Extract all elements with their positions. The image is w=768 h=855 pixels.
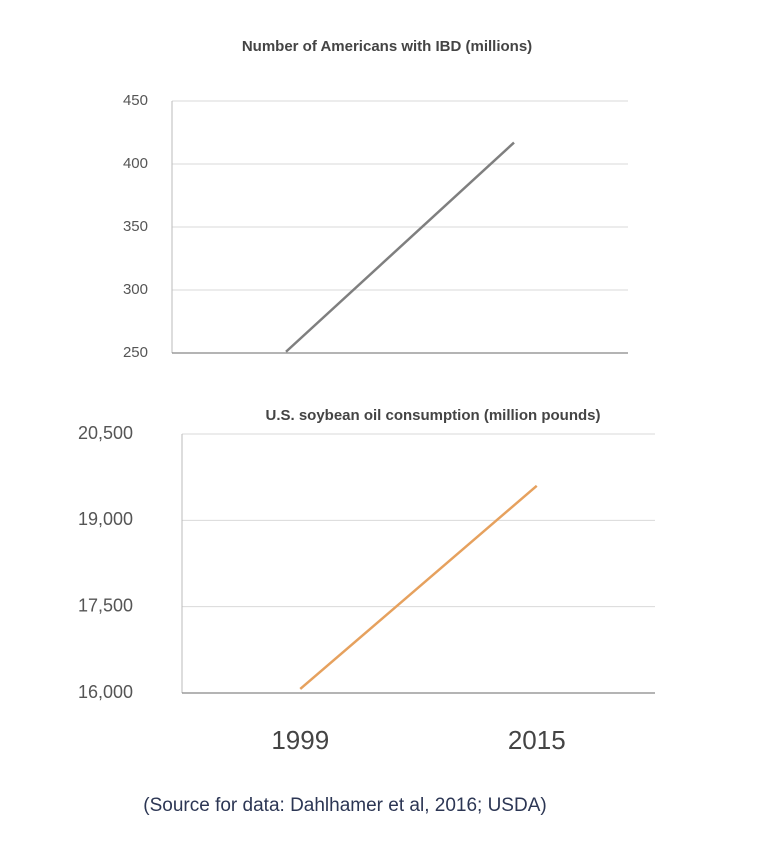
x-tick-label: 2015	[508, 725, 566, 755]
y-tick-label: 16,000	[78, 682, 133, 702]
y-tick-label: 20,500	[78, 423, 133, 443]
chart-title: U.S. soybean oil consumption (million po…	[265, 407, 600, 424]
data-line	[285, 141, 515, 353]
y-tick-label: 400	[123, 155, 148, 172]
y-tick-label: 19,000	[78, 509, 133, 529]
y-tick-label: 250	[123, 344, 148, 361]
y-tick-label: 350	[123, 218, 148, 235]
y-tick-label: 17,500	[78, 595, 133, 615]
y-tick-label: 450	[123, 92, 148, 109]
chart-title: Number of Americans with IBD (millions)	[242, 38, 532, 55]
data-line	[299, 484, 538, 690]
y-tick-label: 300	[123, 281, 148, 298]
x-tick-label: 1999	[271, 725, 329, 755]
source-note: (Source for data: Dahlhamer et al, 2016;…	[143, 795, 546, 816]
